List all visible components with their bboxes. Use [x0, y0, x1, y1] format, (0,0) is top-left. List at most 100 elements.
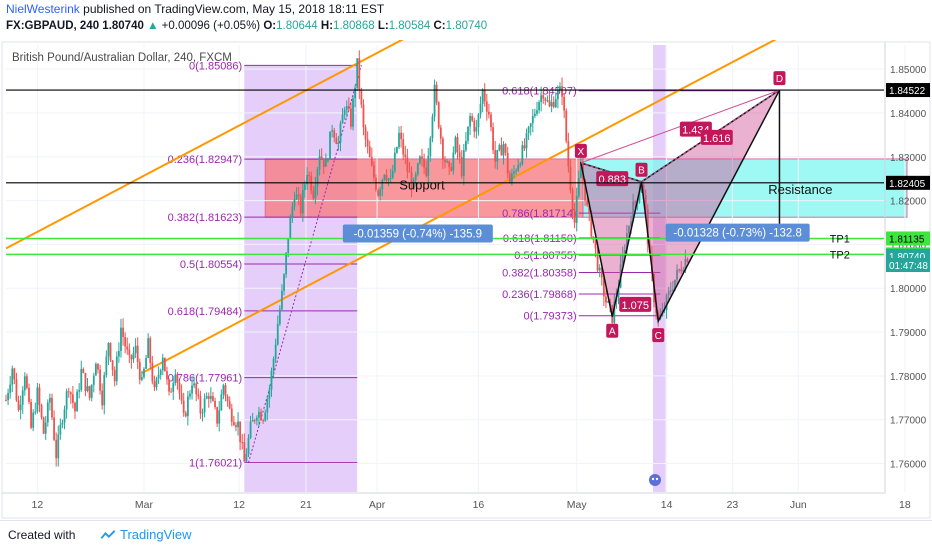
candle-body: [477, 114, 480, 128]
candle-body: [446, 161, 448, 163]
change-value: +0.00096 (+0.05%): [161, 20, 261, 32]
candle-body: [686, 258, 689, 262]
close-label: C:: [433, 20, 446, 32]
candle-body: [153, 381, 156, 388]
candle-body: [11, 368, 14, 385]
candle-body: [529, 123, 532, 128]
fib-label: 0.618(1.79484): [168, 306, 243, 318]
candle-body: [381, 179, 384, 190]
candle-body: [429, 138, 432, 156]
candle-body: [360, 89, 363, 105]
candle-body: [291, 206, 294, 218]
candle-body: [176, 374, 179, 383]
candle-body: [268, 389, 271, 400]
candle-body: [113, 370, 116, 382]
candle-body: [515, 170, 517, 172]
candle-body: [13, 368, 16, 380]
candle-body: [149, 338, 152, 363]
candle-body: [676, 270, 678, 280]
candle-body: [669, 290, 672, 292]
candle-body: [283, 274, 285, 291]
candle-body: [423, 158, 425, 168]
candle-body: [644, 194, 647, 209]
candle-body: [573, 210, 576, 223]
x-tick-label: Mar: [135, 499, 154, 511]
candle-body: [147, 338, 150, 358]
candle-body: [646, 208, 649, 244]
candle-body: [189, 393, 191, 397]
candle-body: [577, 178, 580, 196]
candle-body: [454, 137, 457, 153]
tp-label: TP1: [830, 233, 850, 245]
candle-body: [304, 184, 306, 190]
candle-body: [623, 249, 626, 254]
candle-body: [237, 421, 239, 428]
candle-body: [262, 420, 265, 422]
price-badge-line: [886, 175, 930, 190]
y-tick-label: 1.85000: [890, 65, 927, 76]
candle-body: [82, 369, 85, 373]
author-link[interactable]: NielWesterink: [6, 2, 80, 16]
candle-body: [383, 174, 386, 180]
candle-body: [335, 137, 338, 145]
candle-body: [488, 111, 490, 115]
candle-body: [473, 120, 476, 132]
candle-body: [600, 267, 603, 278]
candle-body: [594, 239, 597, 249]
y-tick-label: 1.78000: [890, 372, 927, 383]
candle-body: [26, 376, 28, 388]
channel-lower-line: [141, 40, 777, 375]
candle-body: [306, 174, 308, 185]
candle-body: [419, 156, 421, 164]
candle-body: [74, 402, 76, 412]
candle-body: [322, 158, 325, 167]
candle-body: [373, 165, 375, 178]
candle-body: [561, 86, 563, 97]
candle-body: [28, 387, 30, 403]
candle-body: [44, 422, 47, 434]
candle-body: [157, 374, 160, 379]
candle-body: [508, 173, 511, 184]
candle-body: [212, 396, 214, 401]
fib-label: 0.236(1.82947): [168, 154, 243, 166]
candle-body: [285, 252, 288, 275]
candle-body: [61, 422, 64, 425]
candle-body: [49, 397, 51, 403]
point-badge-d: [773, 71, 786, 86]
candle-body: [682, 270, 685, 272]
candle-body: [260, 411, 262, 421]
candle-body: [65, 391, 68, 410]
point-label-b: B: [638, 166, 645, 177]
candle-body: [500, 145, 503, 156]
candle-body: [15, 379, 18, 401]
candle-body: [556, 90, 559, 100]
candle-body: [111, 360, 114, 371]
candle-body: [132, 353, 135, 360]
candle-body: [266, 399, 269, 413]
candle-body: [389, 177, 392, 179]
candle-body: [563, 96, 566, 111]
candle-body: [410, 172, 413, 188]
candle-body: [191, 385, 193, 394]
price-chart[interactable]: 0(1.85086) 0.236(1.82947) 0.382(1.81623) 0.…: [0, 40, 932, 520]
candle-body: [161, 357, 164, 371]
candle-body: [247, 437, 250, 455]
candle-body: [416, 163, 419, 175]
candle-body: [492, 127, 494, 151]
price-badge-text: 1.84522: [889, 86, 926, 97]
candle-body: [297, 194, 300, 197]
candle-body: [425, 167, 428, 177]
tradingview-link[interactable]: TradingView: [100, 527, 192, 542]
candle-body: [678, 269, 681, 271]
candle-body: [554, 99, 557, 108]
candle-body: [513, 171, 515, 174]
candle-body: [379, 189, 382, 196]
ratio-label: 0.883: [598, 174, 626, 186]
candle-body: [23, 376, 26, 391]
candle-body: [7, 392, 9, 401]
candle-body: [105, 356, 108, 376]
candle-body: [239, 421, 242, 443]
candle-body: [255, 417, 258, 421]
candle-body: [308, 174, 311, 176]
price-badge-line: [886, 83, 930, 98]
